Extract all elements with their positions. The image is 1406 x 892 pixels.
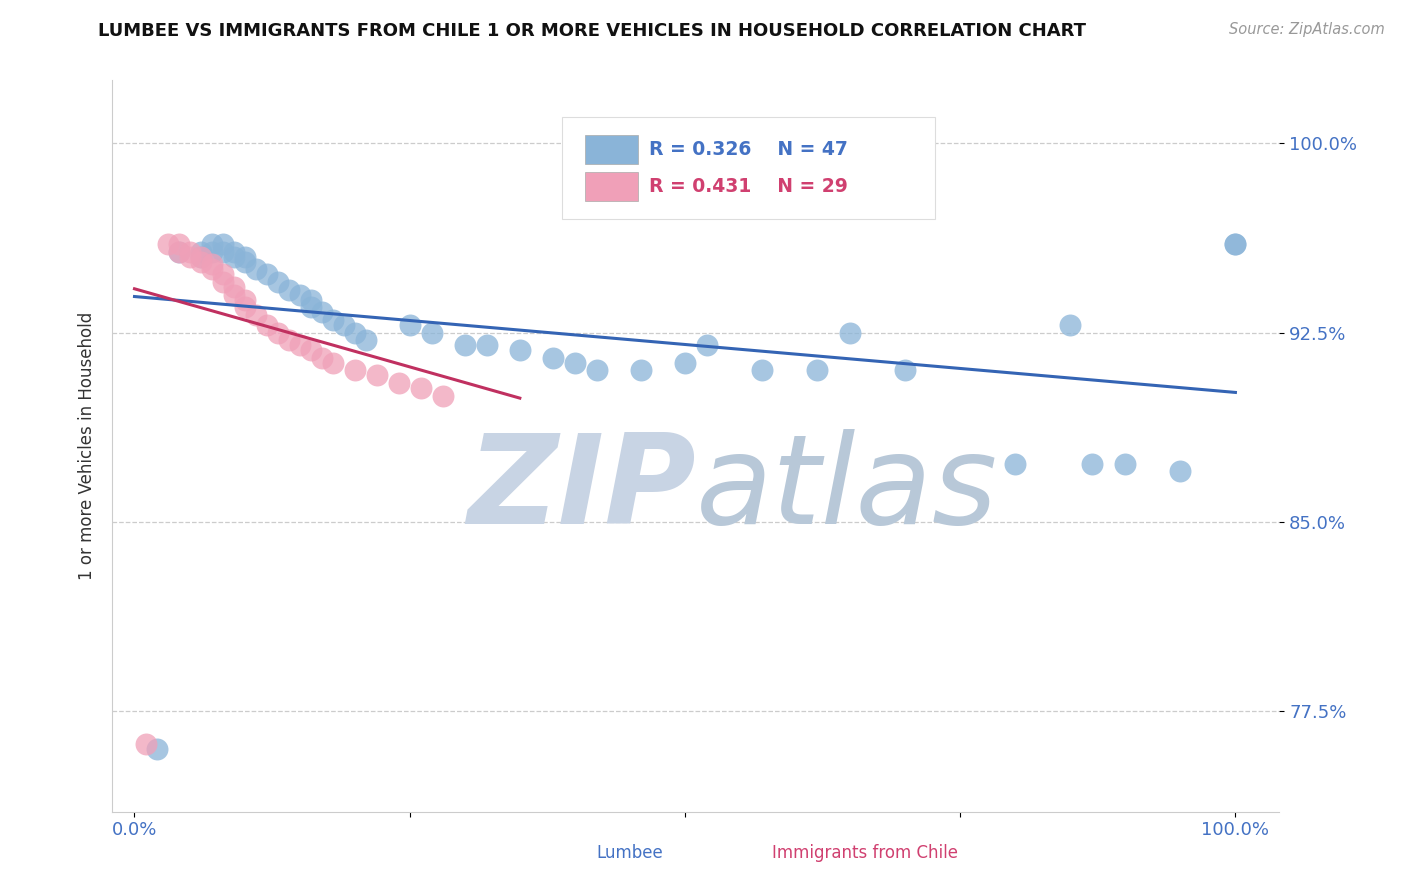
- Point: [211, 244, 233, 259]
- Point: [179, 250, 201, 264]
- Point: [190, 250, 212, 264]
- FancyBboxPatch shape: [585, 171, 638, 201]
- Point: [211, 275, 233, 289]
- Point: [322, 313, 344, 327]
- Point: [211, 268, 233, 282]
- FancyBboxPatch shape: [550, 838, 582, 867]
- Point: [156, 237, 179, 252]
- Point: [541, 351, 564, 365]
- Point: [311, 305, 333, 319]
- Point: [134, 737, 156, 751]
- Point: [311, 351, 333, 365]
- Text: LUMBEE VS IMMIGRANTS FROM CHILE 1 OR MORE VEHICLES IN HOUSEHOLD CORRELATION CHAR: LUMBEE VS IMMIGRANTS FROM CHILE 1 OR MOR…: [98, 22, 1087, 40]
- Text: R = 0.431    N = 29: R = 0.431 N = 29: [650, 177, 848, 196]
- Point: [696, 338, 718, 352]
- Point: [366, 368, 388, 383]
- Point: [245, 262, 267, 277]
- Point: [233, 300, 256, 314]
- Point: [299, 293, 322, 307]
- Point: [167, 244, 190, 259]
- Text: atlas: atlas: [696, 429, 998, 550]
- Point: [222, 280, 245, 294]
- Point: [1225, 237, 1247, 252]
- Point: [266, 275, 288, 289]
- Point: [564, 356, 586, 370]
- Point: [454, 338, 477, 352]
- FancyBboxPatch shape: [585, 136, 638, 164]
- Point: [751, 363, 773, 377]
- Text: ZIP: ZIP: [467, 429, 696, 550]
- Point: [586, 363, 609, 377]
- Point: [222, 244, 245, 259]
- Point: [222, 250, 245, 264]
- Point: [299, 300, 322, 314]
- Point: [630, 363, 652, 377]
- Point: [200, 262, 222, 277]
- Point: [409, 381, 432, 395]
- Point: [256, 318, 278, 332]
- Point: [222, 287, 245, 301]
- Text: Lumbee: Lumbee: [596, 844, 664, 862]
- Point: [200, 257, 222, 271]
- Point: [233, 255, 256, 269]
- Point: [894, 363, 917, 377]
- Point: [839, 326, 862, 340]
- Point: [245, 308, 267, 322]
- Point: [288, 287, 311, 301]
- Point: [190, 250, 212, 264]
- Point: [211, 237, 233, 252]
- Point: [432, 388, 454, 402]
- Point: [1004, 457, 1026, 471]
- Point: [256, 268, 278, 282]
- Y-axis label: 1 or more Vehicles in Household: 1 or more Vehicles in Household: [77, 312, 96, 580]
- Point: [179, 244, 201, 259]
- Point: [167, 237, 190, 252]
- Point: [398, 318, 420, 332]
- Text: Source: ZipAtlas.com: Source: ZipAtlas.com: [1229, 22, 1385, 37]
- Point: [190, 244, 212, 259]
- Point: [233, 293, 256, 307]
- Text: R = 0.326    N = 47: R = 0.326 N = 47: [650, 140, 848, 160]
- Point: [299, 343, 322, 358]
- Point: [509, 343, 531, 358]
- FancyBboxPatch shape: [562, 117, 935, 219]
- Point: [806, 363, 828, 377]
- Point: [1059, 318, 1081, 332]
- Point: [167, 244, 190, 259]
- Point: [200, 244, 222, 259]
- Point: [475, 338, 498, 352]
- Point: [288, 338, 311, 352]
- Point: [322, 356, 344, 370]
- Point: [233, 250, 256, 264]
- Point: [673, 356, 696, 370]
- Point: [200, 237, 222, 252]
- Point: [190, 255, 212, 269]
- Point: [1081, 457, 1104, 471]
- Point: [145, 741, 167, 756]
- Point: [332, 318, 354, 332]
- Point: [1225, 237, 1247, 252]
- Point: [277, 283, 299, 297]
- Point: [388, 376, 411, 390]
- Point: [343, 326, 366, 340]
- FancyBboxPatch shape: [725, 838, 758, 867]
- Point: [277, 333, 299, 347]
- Point: [420, 326, 443, 340]
- Text: Immigrants from Chile: Immigrants from Chile: [772, 844, 957, 862]
- Point: [1170, 464, 1192, 478]
- Point: [266, 326, 288, 340]
- Point: [1114, 457, 1136, 471]
- Point: [343, 363, 366, 377]
- Point: [354, 333, 377, 347]
